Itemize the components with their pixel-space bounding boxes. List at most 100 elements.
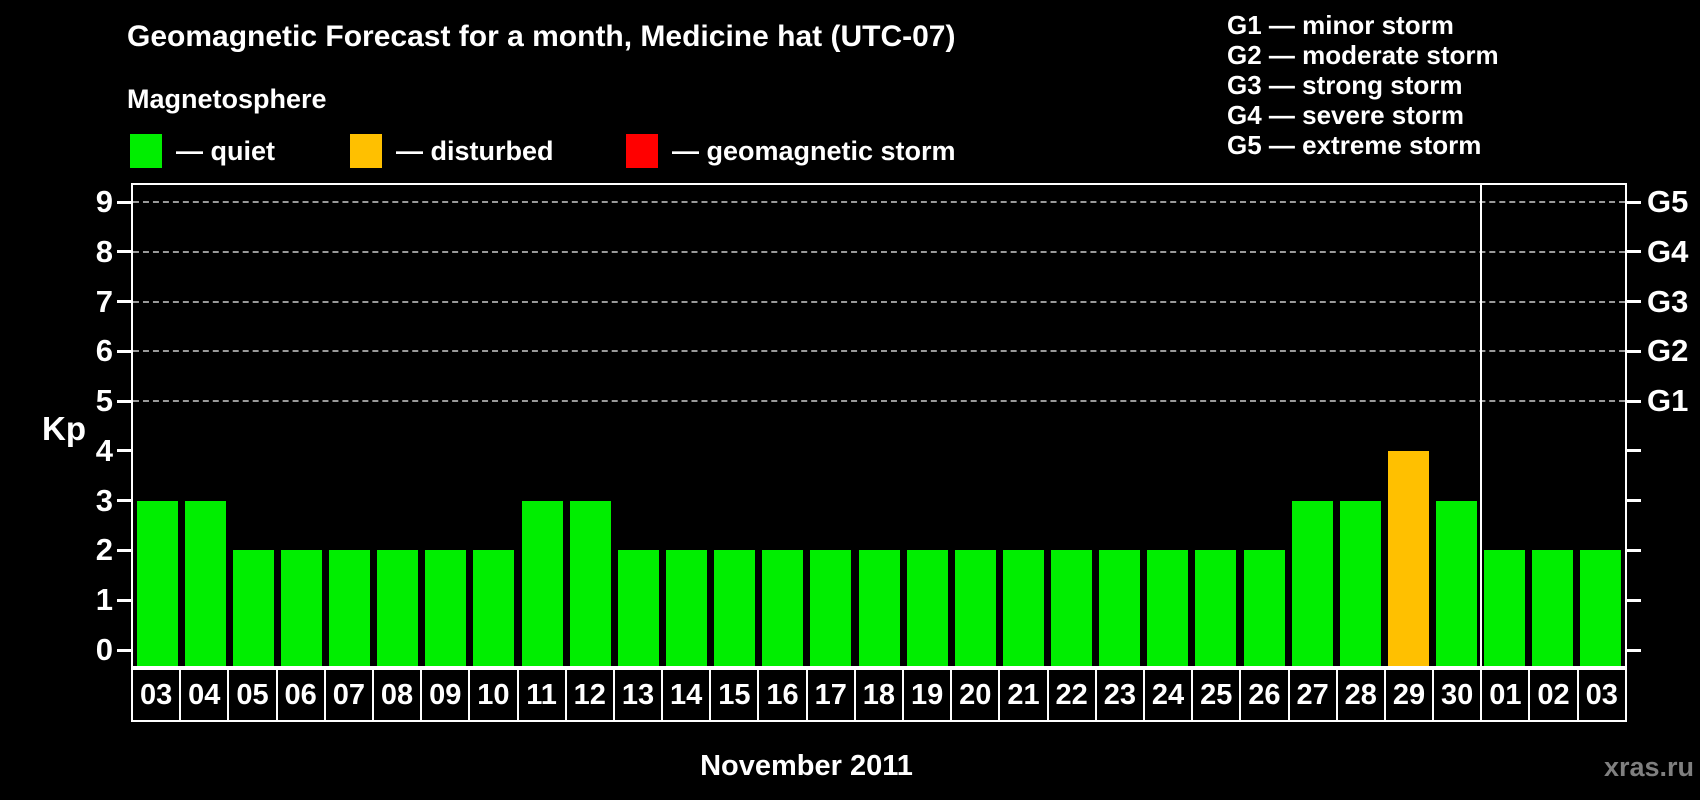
y-tick-left — [117, 598, 131, 602]
y-tick-left — [117, 548, 131, 552]
day-label: 23 — [1094, 668, 1145, 722]
day-label: 24 — [1142, 668, 1194, 722]
y-tick-right — [1627, 548, 1641, 552]
day-label: 07 — [323, 668, 374, 722]
day-label: 12 — [564, 668, 615, 722]
kp-bar-day-27 — [1291, 500, 1333, 666]
kp-bar-day-20 — [954, 550, 996, 666]
day-label: 29 — [1383, 668, 1435, 722]
day-label: 30 — [1432, 668, 1483, 722]
kp-bar-day-17 — [810, 550, 852, 666]
day-label: 13 — [612, 668, 664, 722]
g-scale-legend: G1 — minor storm G2 — moderate storm G3 … — [1227, 10, 1499, 160]
kp-bar-day-21 — [1002, 550, 1044, 666]
y-tick-label: 4 — [95, 432, 113, 468]
day-label: 20 — [950, 668, 1001, 722]
y-tick-right — [1627, 250, 1641, 254]
kp-bar-day-29 — [1387, 450, 1429, 666]
gridline-kp7 — [133, 300, 1625, 303]
kp-bar-day-08 — [377, 550, 419, 666]
y-tick-left — [117, 449, 131, 453]
y-tick-left — [117, 300, 131, 304]
plot-inner: 0 1 2 3 4 5 6 7 8 9 G1 G2 G3 G4 G5 — [96, 185, 1688, 666]
x-axis-day-labels: 03 04 05 06 07 08 09 10 11 12 13 14 15 16 17 18 19 20 21 22… — [131, 668, 1627, 722]
day-label: 03 — [131, 668, 182, 722]
day-label: 09 — [420, 668, 471, 722]
kp-bar-day-14 — [665, 550, 707, 666]
gridline-kp9 — [133, 201, 1625, 203]
day-label: 15 — [709, 668, 760, 722]
kp-bar-day-05 — [232, 550, 274, 666]
day-label: 16 — [757, 668, 808, 722]
day-label: 18 — [853, 668, 904, 722]
day-label: 25 — [1191, 668, 1242, 722]
day-label: 28 — [1335, 668, 1386, 722]
kp-bar-day-09 — [425, 550, 467, 666]
y-tick-label: 8 — [95, 233, 113, 269]
gridline-kp6 — [133, 350, 1625, 353]
kp-bar-day-25 — [1195, 550, 1237, 666]
g-level-label: G1 — [1647, 383, 1689, 419]
g-level-label: G4 — [1647, 233, 1689, 269]
kp-bar-day-12 — [569, 500, 611, 666]
g-scale-legend-line: G1 — minor storm — [1227, 10, 1454, 40]
page-title: Geomagnetic Forecast for a month, Medici… — [127, 20, 956, 53]
day-label: 27 — [1287, 668, 1338, 722]
day-label: 10 — [468, 668, 519, 722]
day-label: 22 — [1046, 668, 1097, 722]
legend-item-quiet: — quiet — [130, 133, 275, 169]
gridline-kp5 — [133, 400, 1625, 403]
quiet-color-swatch — [130, 134, 162, 168]
day-label: 01 — [1480, 668, 1531, 722]
y-tick-right — [1627, 200, 1641, 204]
legend-item-storm: — geomagnetic storm — [626, 133, 956, 169]
y-tick-left — [117, 250, 131, 254]
y-tick-label: 6 — [95, 333, 113, 369]
day-label: 21 — [998, 668, 1049, 722]
kp-bar-day-30 — [1436, 500, 1478, 666]
x-axis-title: November 2011 — [700, 750, 913, 782]
day-label: 19 — [902, 668, 953, 722]
gridline-kp8 — [133, 250, 1625, 253]
disturbed-color-swatch — [350, 134, 382, 168]
kp-bar-day-10 — [473, 550, 515, 666]
kp-bar-day-16 — [762, 550, 804, 666]
kp-bar-day-19 — [906, 550, 948, 666]
g-level-label: G5 — [1647, 184, 1689, 219]
magnetosphere-legend-heading: Magnetosphere — [127, 84, 327, 114]
y-axis-title: Kp — [42, 410, 86, 447]
kp-bar-day-07 — [329, 550, 371, 666]
y-tick-label: 0 — [95, 632, 113, 667]
day-label: 06 — [275, 668, 326, 722]
y-tick-right — [1627, 648, 1641, 652]
y-tick-left — [117, 399, 131, 403]
day-label: 17 — [805, 668, 856, 722]
g-scale-legend-line: G2 — moderate storm — [1227, 40, 1499, 70]
day-label: 08 — [371, 668, 423, 722]
y-tick-left — [117, 200, 131, 204]
kp-bar-day-26 — [1243, 550, 1285, 666]
day-label: 04 — [179, 668, 230, 722]
kp-bar-day-13 — [617, 550, 659, 666]
day-label: 05 — [227, 668, 278, 722]
kp-bar-day-23 — [1099, 550, 1141, 666]
g-scale-legend-line: G5 — extreme storm — [1227, 130, 1482, 160]
watermark: xras.ru — [1603, 752, 1694, 782]
y-tick-right — [1627, 449, 1641, 453]
y-tick-label: 9 — [95, 184, 113, 219]
y-tick-right — [1627, 349, 1641, 353]
day-label: 11 — [516, 668, 567, 722]
kp-bar-day-02 — [1532, 550, 1574, 666]
y-tick-right — [1627, 499, 1641, 503]
g-scale-legend-line: G3 — strong storm — [1227, 70, 1463, 100]
kp-bar-day-18 — [858, 550, 900, 666]
y-tick-left — [117, 499, 131, 503]
plot-area: 0 1 2 3 4 5 6 7 8 9 G1 G2 G3 G4 G5 — [96, 183, 1688, 668]
day-label: 03 — [1576, 668, 1627, 722]
y-tick-label: 2 — [95, 532, 113, 568]
y-tick-label: 3 — [95, 482, 113, 518]
kp-bar-day-03 — [1580, 550, 1622, 666]
day-label: 14 — [661, 668, 712, 722]
day-label: 02 — [1528, 668, 1579, 722]
